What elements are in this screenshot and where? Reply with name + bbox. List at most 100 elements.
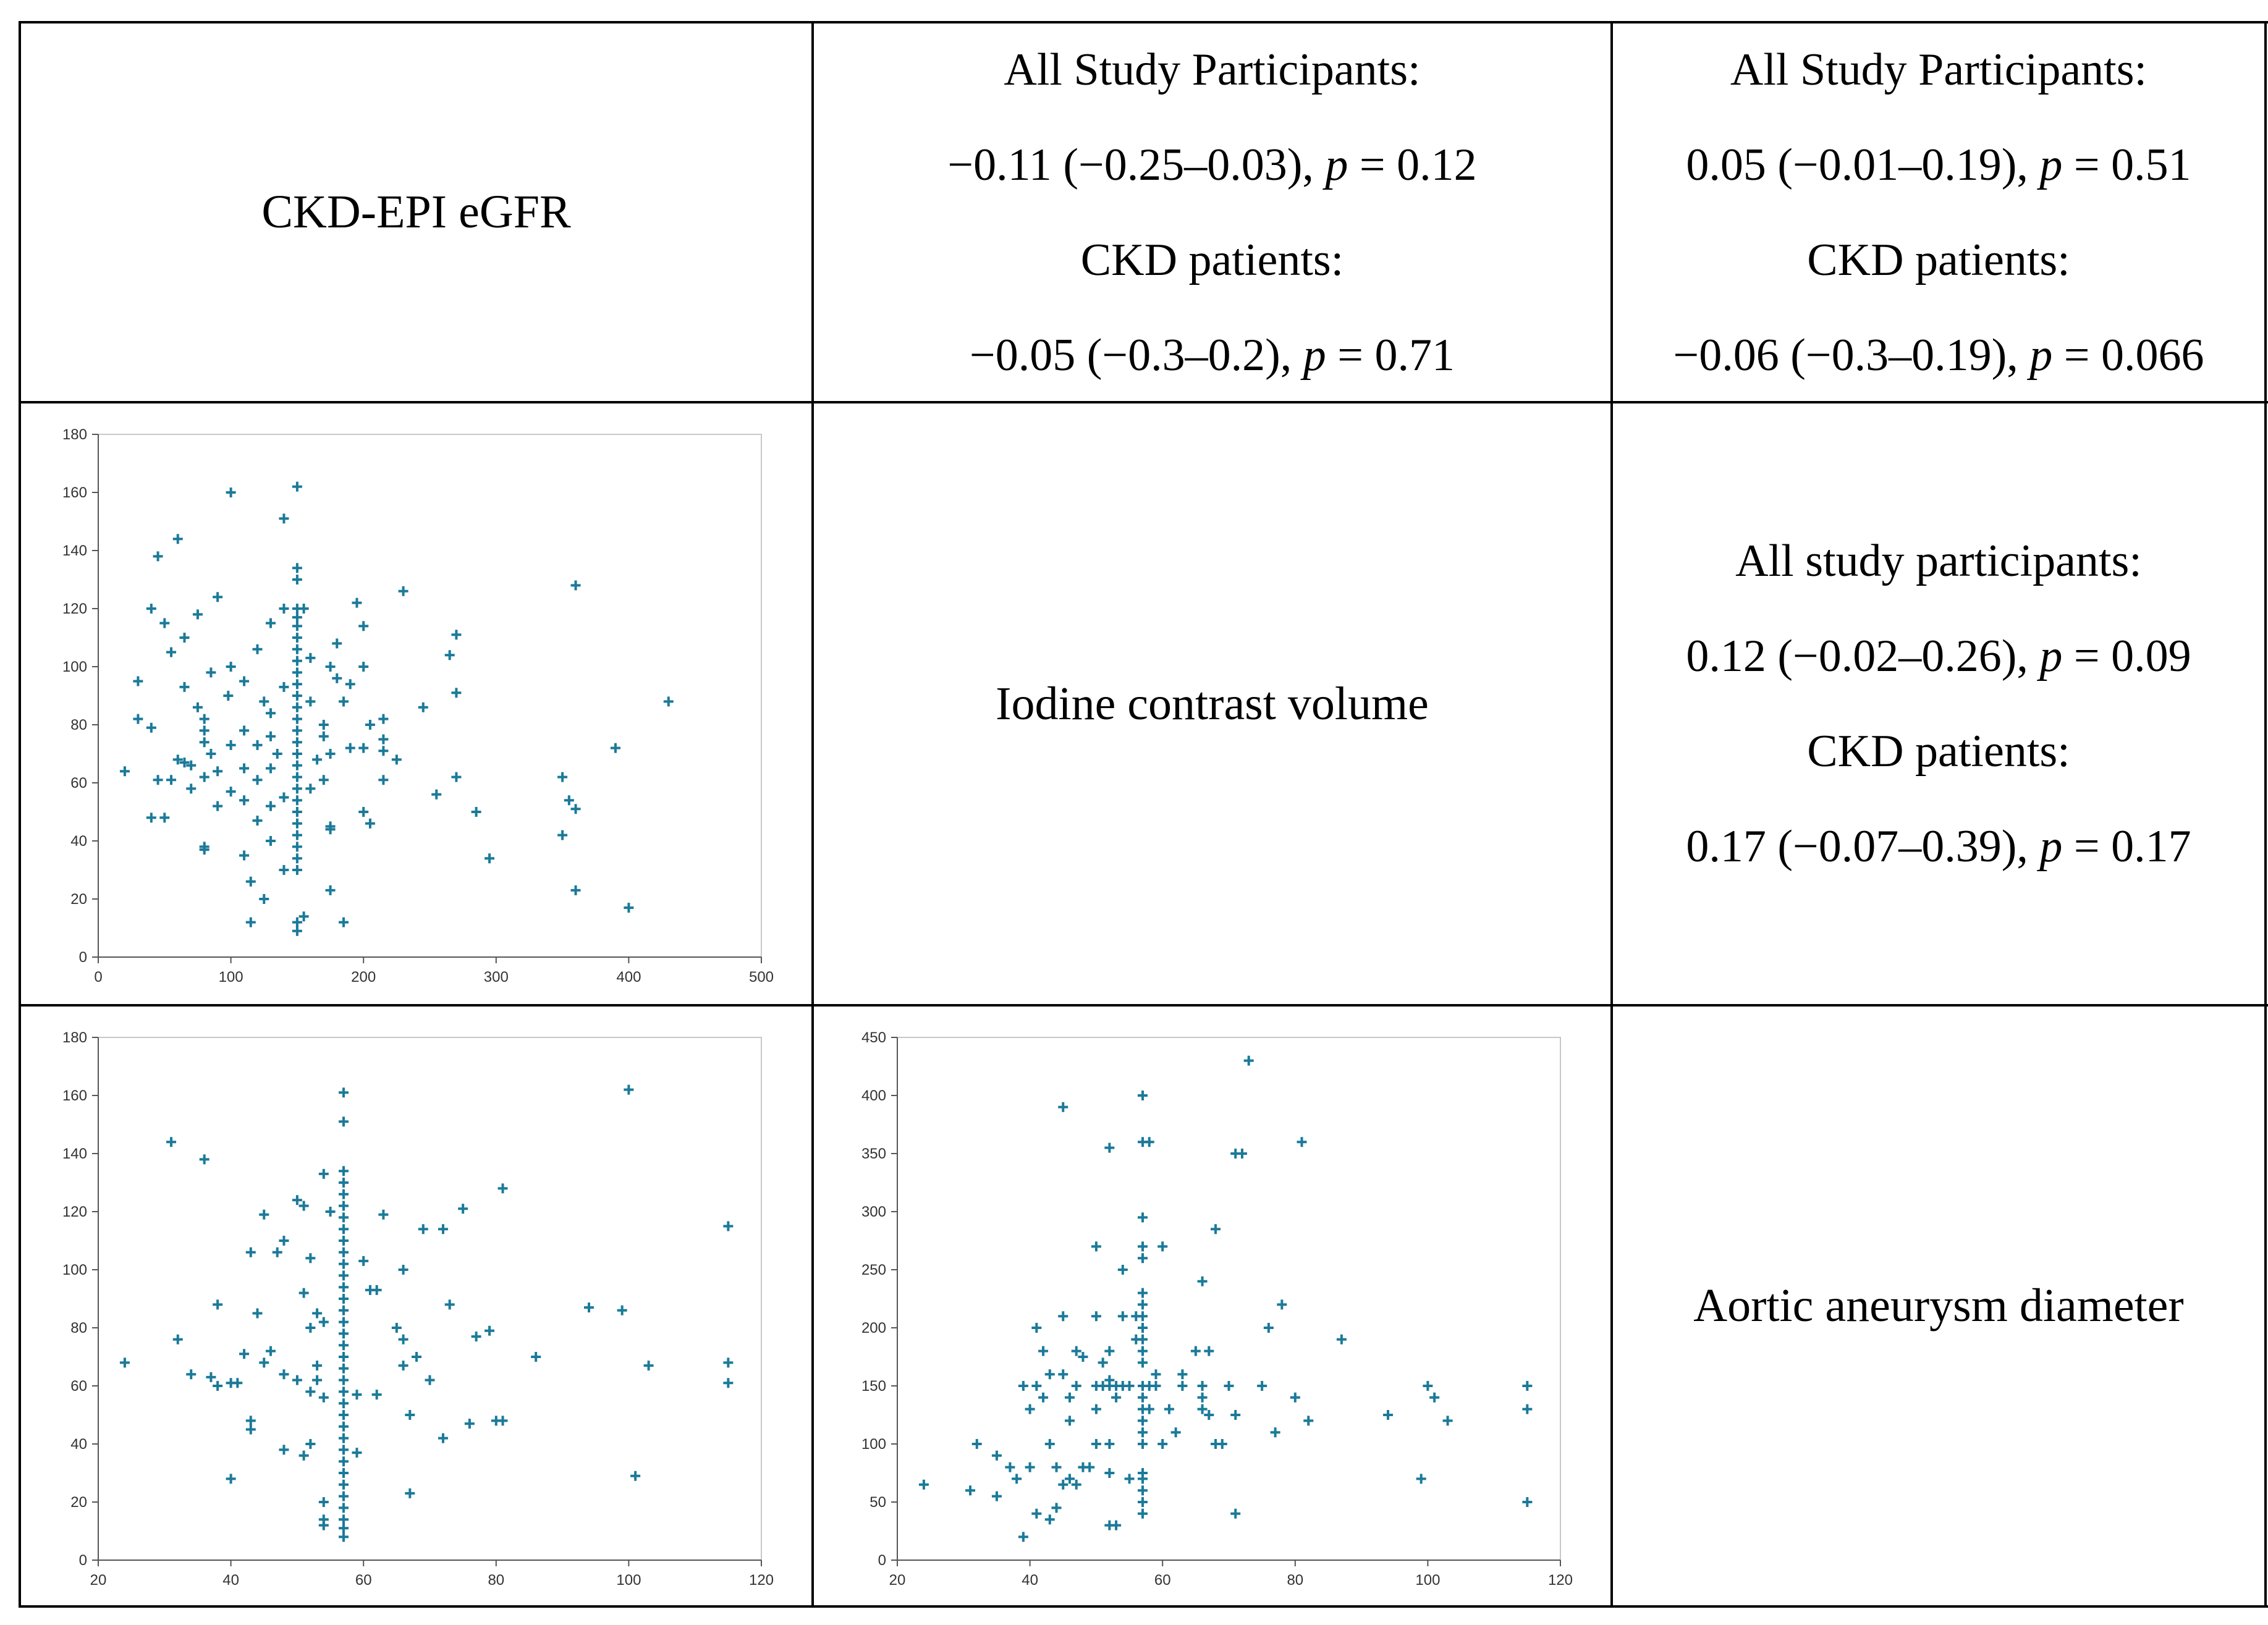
scatter-point	[325, 749, 336, 759]
scatter-point	[252, 740, 263, 750]
scatter-point	[1270, 1427, 1280, 1438]
scatter-point	[259, 696, 269, 707]
scatter-point	[292, 737, 302, 748]
scatter-point	[312, 1361, 323, 1371]
scatter-point	[1064, 1392, 1075, 1403]
scatter-point	[352, 1390, 362, 1400]
scatter-point	[1071, 1346, 1081, 1356]
all-participants-value: 0.05 (−0.01–0.19), p = 0.51	[1686, 139, 2191, 190]
scatter-contrast-vs-diameter: 0 50 100 150 200 250 300 350 400 450 20 40 60 80 100 12…	[814, 1007, 1610, 1605]
scatter-point	[1138, 1212, 1148, 1223]
scatter-point	[298, 1288, 309, 1298]
scatter-point	[1138, 1474, 1148, 1484]
scatter-point	[1098, 1357, 1108, 1368]
scatter-point	[405, 1410, 415, 1420]
y-tick-label: 120	[62, 1204, 87, 1220]
scatter-svg: 0 20 40 60 80 100 120 140 160 180 0 100 200 300 400 500	[62, 426, 774, 986]
scatter-point	[1522, 1381, 1533, 1391]
scatter-point	[159, 812, 170, 823]
y-tick-label: 180	[62, 426, 87, 443]
scatter-point	[1078, 1352, 1088, 1362]
x-tick-label: 20	[889, 1572, 906, 1589]
scatter-point	[292, 714, 302, 724]
scatter-point	[339, 1410, 349, 1420]
scatter-point	[292, 795, 302, 806]
scatter-point	[279, 513, 289, 524]
scatter-point	[1038, 1392, 1049, 1403]
scatter-point	[378, 1209, 389, 1220]
scatter-point	[186, 760, 197, 770]
scatter-point	[1157, 1241, 1168, 1252]
scatter-point	[1044, 1514, 1055, 1525]
scatter-point	[531, 1352, 541, 1362]
scatter-point	[312, 754, 323, 765]
scatter-point	[192, 609, 203, 620]
scatter-point	[199, 737, 209, 748]
scatter-point	[358, 621, 369, 631]
scatter-point	[1138, 1253, 1148, 1264]
table-border-top	[19, 21, 2268, 23]
scatter-point	[1005, 1462, 1015, 1472]
scatter-point	[153, 551, 163, 562]
scatter-point	[318, 1497, 329, 1507]
row1-label-cell: CKD-EPI eGFR	[21, 23, 811, 401]
scatter-point	[1151, 1369, 1161, 1380]
scatter-point	[146, 812, 156, 823]
scatter-point	[1138, 1508, 1148, 1519]
x-tick-label: 400	[616, 969, 641, 986]
x-tick-label: 500	[749, 969, 774, 986]
all-participants-label: All Study Participants:	[1004, 44, 1421, 95]
scatter-svg: 0 50 100 150 200 250 300 350 400 450 20 40 60 80 100 12…	[861, 1029, 1573, 1589]
scatter-point	[206, 667, 216, 678]
scatter-point	[1104, 1520, 1115, 1530]
scatter-point	[1025, 1404, 1035, 1414]
scatter-point	[1197, 1276, 1208, 1286]
scatter-point	[292, 1375, 302, 1385]
scatter-point	[265, 836, 276, 846]
scatter-point	[318, 731, 329, 741]
scatter-point	[245, 876, 256, 887]
x-tick-label: 120	[1548, 1572, 1573, 1589]
scatter-point	[1416, 1474, 1426, 1484]
ckd-patients-label: CKD patients:	[1080, 234, 1344, 285]
scatter-point	[339, 1398, 349, 1409]
scatter-point	[239, 1349, 250, 1359]
scatter-point	[252, 1308, 263, 1319]
scatter-point	[292, 644, 302, 654]
plot-area	[897, 1037, 1561, 1561]
scatter-point	[226, 488, 236, 497]
y-tick-label: 20	[70, 891, 87, 908]
table-row-divider-1	[19, 401, 2268, 403]
scatter-point	[1204, 1346, 1214, 1356]
scatter-point	[279, 604, 289, 614]
scatter-point	[339, 1363, 349, 1374]
x-tick-label: 0	[94, 969, 102, 986]
scatter-point	[298, 604, 309, 614]
scatter-point	[133, 714, 143, 724]
scatter-point	[339, 1421, 349, 1432]
y-tick-label: 300	[861, 1204, 886, 1220]
scatter-point	[1104, 1468, 1115, 1478]
scatter-point	[252, 816, 263, 826]
scatter-point	[1012, 1474, 1022, 1484]
scatter-point	[298, 1201, 309, 1211]
scatter-point	[279, 792, 289, 803]
scatter-point	[172, 534, 183, 544]
x-tick-label: 40	[1022, 1572, 1038, 1589]
scatter-point	[192, 702, 203, 712]
scatter-point	[332, 638, 342, 649]
scatter-point	[1138, 1392, 1148, 1403]
scatter-point	[484, 853, 495, 864]
scatter-point	[339, 1532, 349, 1542]
scatter-point	[305, 1439, 316, 1449]
scatter-point	[339, 1445, 349, 1455]
scatter-point	[1297, 1137, 1307, 1147]
scatter-point	[1383, 1410, 1394, 1420]
scatter-point	[292, 807, 302, 817]
x-tick-label: 200	[351, 969, 376, 986]
y-tick-label: 100	[62, 659, 87, 675]
scatter-point	[292, 926, 302, 936]
scatter-point	[146, 722, 156, 733]
scatter-point	[279, 865, 289, 875]
scatter-point	[292, 917, 302, 927]
